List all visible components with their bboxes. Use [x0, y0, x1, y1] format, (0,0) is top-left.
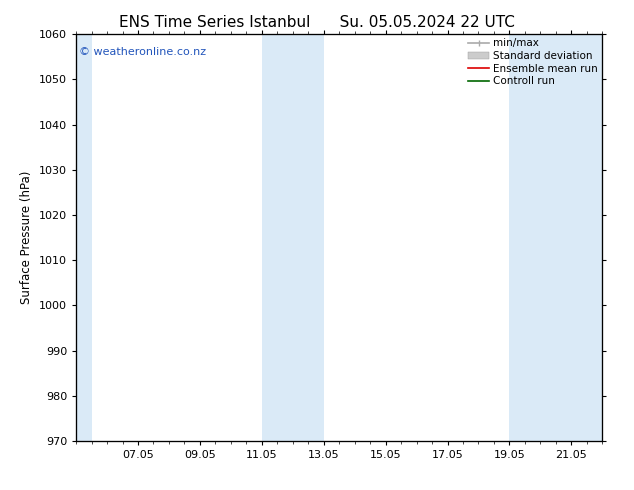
Legend: min/max, Standard deviation, Ensemble mean run, Controll run: min/max, Standard deviation, Ensemble me…: [466, 36, 600, 88]
Text: © weatheronline.co.nz: © weatheronline.co.nz: [79, 47, 206, 56]
Text: ENS Time Series Istanbul      Su. 05.05.2024 22 UTC: ENS Time Series Istanbul Su. 05.05.2024 …: [119, 15, 515, 30]
Bar: [510, 34, 602, 441]
Y-axis label: Surface Pressure (hPa): Surface Pressure (hPa): [20, 171, 34, 304]
Bar: [262, 34, 324, 441]
Bar: [73, 34, 91, 441]
